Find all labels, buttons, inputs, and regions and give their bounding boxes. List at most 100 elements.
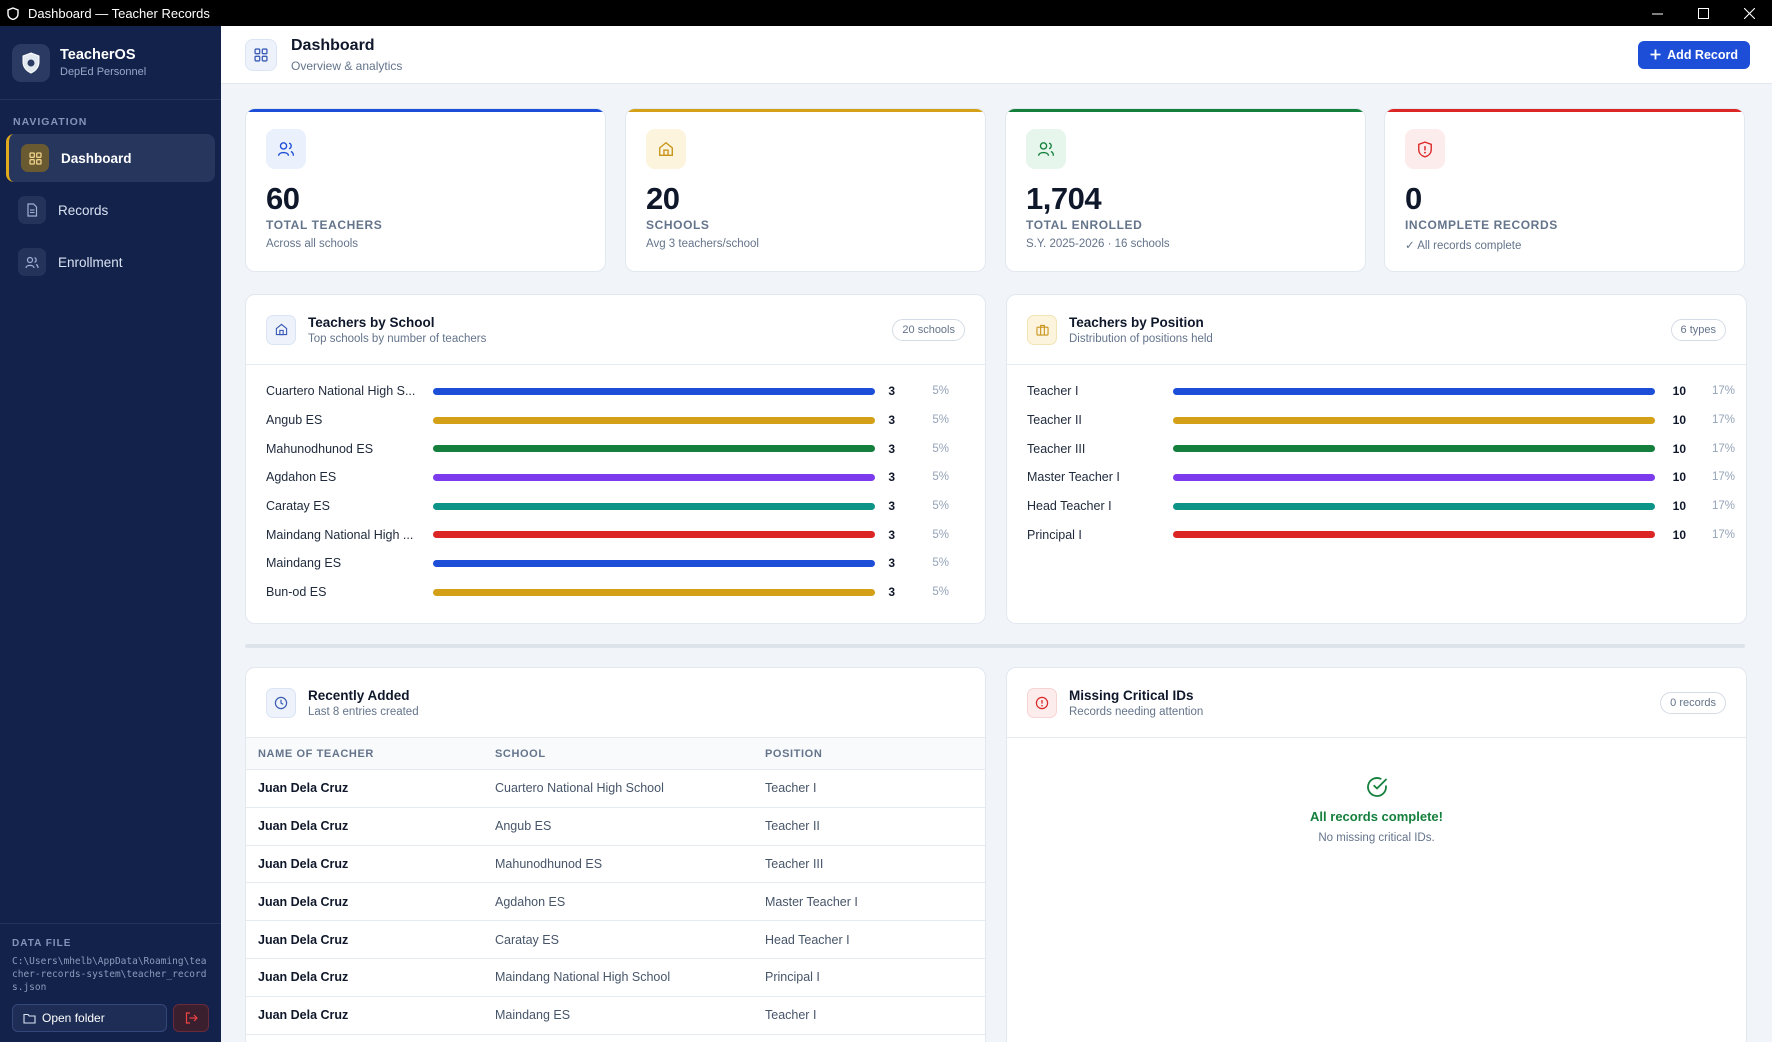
sidebar-item-label: Dashboard xyxy=(61,150,132,166)
cell-school: Maindang National High School xyxy=(495,970,671,985)
bar-fill xyxy=(433,416,875,424)
bar-percent: 5% xyxy=(932,528,949,541)
bar-percent: 5% xyxy=(932,471,949,484)
maximize-button[interactable] xyxy=(1680,0,1726,26)
cell-teacher-name: Juan Dela Cruz xyxy=(258,856,349,871)
bar-row: Mahunodhunod ES 3 5% xyxy=(266,434,965,463)
bar-label: Teacher III xyxy=(1027,441,1086,456)
bar-row: Agdahon ES 3 5% xyxy=(266,463,965,492)
table-row[interactable]: Juan Dela Cruz Mahunodhunod ES Teacher III xyxy=(246,846,985,884)
cell-school: Caratay ES xyxy=(495,932,559,947)
add-record-label: Add Record xyxy=(1667,47,1738,62)
bar-fill xyxy=(1173,473,1655,481)
home-icon xyxy=(646,129,686,169)
bar-track xyxy=(433,473,875,481)
brand: TeacherOS DepEd Personnel xyxy=(0,26,221,100)
bar-label: Master Teacher I xyxy=(1027,470,1120,485)
table-row[interactable]: Juan Dela Cruz Cuartero National High Sch… xyxy=(246,770,985,808)
stat-label: SCHOOLS xyxy=(646,218,710,232)
bar-row: Bun-od ES 3 5% xyxy=(266,578,965,607)
bar-label: Maindang National High ... xyxy=(266,527,414,542)
bar-fill xyxy=(433,445,875,453)
data-file-path: C:\Users\mhelb\AppData\Roaming\teacher-r… xyxy=(12,956,207,993)
data-file-panel: DATA FILE C:\Users\mhelb\AppData\Roaming… xyxy=(0,923,221,1042)
stat-card-total-enrolled: 1,704 TOTAL ENROLLED S.Y. 2025-2026 · 16… xyxy=(1005,108,1366,272)
position-types-badge: 6 types xyxy=(1670,318,1726,341)
bar-count: 10 xyxy=(1672,413,1686,428)
panel-subtitle: Records needing attention xyxy=(1069,705,1204,718)
sidebar: TeacherOS DepEd Personnel NAVIGATION Das… xyxy=(0,26,221,1042)
bar-percent: 5% xyxy=(932,557,949,570)
bar-percent: 17% xyxy=(1711,414,1735,427)
sidebar-item-enrollment[interactable]: Enrollment xyxy=(6,238,215,286)
brand-name: TeacherOS xyxy=(60,47,136,63)
grid-icon xyxy=(21,144,49,172)
close-window-button[interactable] xyxy=(1726,0,1772,26)
sidebar-item-label: Enrollment xyxy=(58,254,123,270)
users-icon xyxy=(266,129,306,169)
position-bar-list: Teacher I 10 17% Teacher II 10 17% Teacher III… xyxy=(1007,365,1746,549)
bar-percent: 5% xyxy=(932,385,949,398)
bar-label: Maindang ES xyxy=(266,556,342,571)
nav-heading: NAVIGATION xyxy=(13,116,88,128)
bar-label: Head Teacher I xyxy=(1027,499,1112,514)
cell-school: Mahunodhunod ES xyxy=(495,856,603,871)
add-record-button[interactable]: Add Record xyxy=(1638,40,1750,69)
minimize-button[interactable] xyxy=(1634,0,1680,26)
bar-count: 3 xyxy=(888,556,895,571)
cell-position: Master Teacher I xyxy=(765,894,858,909)
sidebar-item-records[interactable]: Records xyxy=(6,186,215,234)
card-accent xyxy=(1006,109,1365,112)
panel-subtitle: Distribution of positions held xyxy=(1069,332,1213,345)
bar-label: Mahunodhunod ES xyxy=(266,441,374,456)
empty-state-title: All records complete! xyxy=(1310,809,1443,824)
sidebar-item-label: Records xyxy=(58,202,109,218)
panel-title: Teachers by Position xyxy=(1069,314,1204,330)
table-row[interactable]: Juan Dela Cruz Agdahon ES Master Teacher I xyxy=(246,883,985,922)
home-icon xyxy=(266,314,296,345)
empty-state: All records complete! No missing critica… xyxy=(1007,776,1746,844)
stat-card-schools: 20 SCHOOLS Avg 3 teachers/school xyxy=(625,108,986,272)
cell-school: Angub ES xyxy=(495,819,552,834)
sidebar-item-dashboard[interactable]: Dashboard xyxy=(6,134,215,182)
table-row[interactable]: Juan Dela Cruz Caratay ES Head Teacher I xyxy=(246,921,985,959)
bar-row: Angub ES 3 5% xyxy=(266,406,965,435)
bar-count: 3 xyxy=(888,585,895,600)
briefcase-icon xyxy=(1027,314,1057,345)
bar-percent: 17% xyxy=(1711,500,1735,513)
bar-label: Caratay ES xyxy=(266,499,330,514)
bar-row: Head Teacher I 10 17% xyxy=(1027,492,1735,521)
stat-label: TOTAL TEACHERS xyxy=(266,218,383,232)
stat-subtext: S.Y. 2025-2026 · 16 schools xyxy=(1026,238,1170,250)
open-folder-button[interactable]: Open folder xyxy=(12,1004,167,1032)
bar-fill xyxy=(1173,387,1655,395)
window-title: Dashboard — Teacher Records xyxy=(28,5,210,21)
panel-title: Recently Added xyxy=(308,687,410,703)
missing-ids-panel: Missing Critical IDs Records needing att… xyxy=(1006,667,1747,1042)
stat-subtext: Avg 3 teachers/school xyxy=(646,238,759,250)
card-accent xyxy=(246,109,605,112)
cell-teacher-name: Juan Dela Cruz xyxy=(258,781,349,796)
table-row[interactable]: Juan Dela Cruz Angub ES Teacher II xyxy=(246,808,985,846)
recently-added-panel: Recently Added Last 8 entries created NA… xyxy=(245,667,986,1042)
table-row[interactable]: Juan Dela Cruz Maindang ES Teacher I xyxy=(246,997,985,1035)
data-file-heading: DATA FILE xyxy=(12,938,72,949)
bar-label: Principal I xyxy=(1027,527,1082,542)
bar-fill xyxy=(433,387,875,395)
bar-track xyxy=(433,416,875,424)
bar-percent: 5% xyxy=(932,500,949,513)
bar-count: 3 xyxy=(888,441,895,456)
window-titlebar: Dashboard — Teacher Records xyxy=(0,0,1772,26)
column-header-name: NAME OF TEACHER xyxy=(258,747,374,760)
bar-count: 10 xyxy=(1672,470,1686,485)
bar-row: Teacher III 10 17% xyxy=(1027,434,1735,463)
cell-position: Teacher II xyxy=(765,819,820,834)
cell-teacher-name: Juan Dela Cruz xyxy=(258,894,349,909)
table-header: NAME OF TEACHER SCHOOL POSITION xyxy=(246,738,985,770)
logout-button[interactable] xyxy=(173,1004,209,1032)
table-row[interactable]: Juan Dela Cruz Maindang National High Sch… xyxy=(246,959,985,997)
bar-fill xyxy=(1173,416,1655,424)
card-accent xyxy=(1385,109,1744,112)
bar-count: 10 xyxy=(1672,384,1686,399)
shield-logo-icon xyxy=(22,51,40,74)
